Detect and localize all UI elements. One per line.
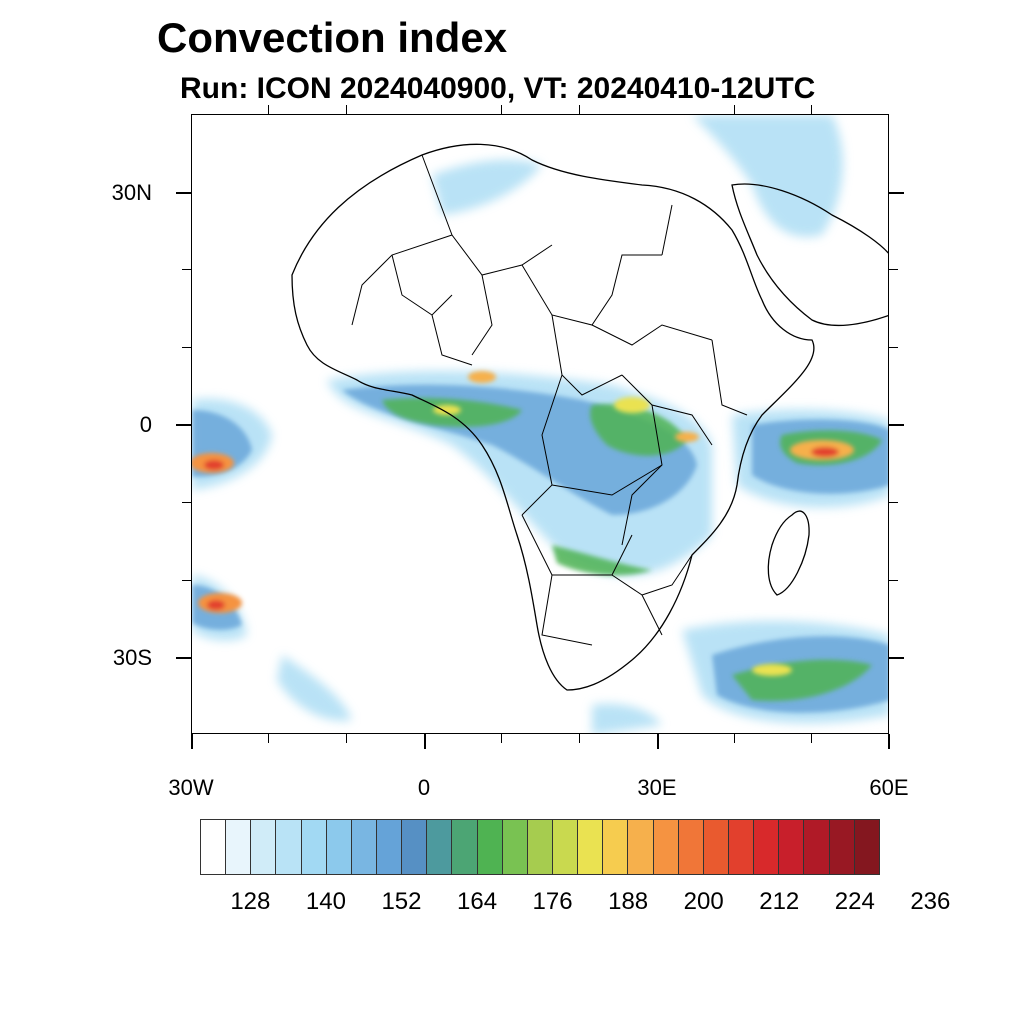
tick-minor	[579, 734, 580, 743]
convection-map	[192, 115, 888, 733]
colorbar-tick-label: 224	[834, 888, 875, 915]
tick-minor	[501, 734, 502, 743]
coastlines	[291, 143, 888, 691]
tick-minor	[734, 734, 735, 743]
colorbar-tick-label: 200	[683, 888, 724, 915]
lon-label-30e: 30E	[637, 775, 677, 800]
tick-minor	[182, 580, 191, 581]
tick-minor	[268, 105, 269, 114]
africa-coastline	[291, 143, 815, 691]
tick-minor	[811, 734, 812, 743]
lon-label-30w: 30W	[168, 775, 214, 800]
colorbar-tick-label: 188	[608, 888, 649, 915]
colorbar-swatch	[201, 820, 227, 874]
colorbar-swatch	[351, 820, 377, 874]
lat-label-0: 0	[139, 412, 152, 437]
tick-minor	[889, 502, 898, 503]
colorbar-tick-label: 176	[532, 888, 573, 915]
colorbar-tick-label: 212	[759, 888, 800, 915]
lon-label-60e: 60E	[869, 775, 909, 800]
map-panel	[191, 114, 889, 734]
colorbar-swatch	[603, 820, 629, 874]
tick-major	[176, 192, 191, 194]
tick-major	[176, 424, 191, 426]
tick-minor	[811, 105, 812, 114]
tick-minor	[182, 502, 191, 503]
tick-major	[889, 424, 904, 426]
tick-minor	[889, 269, 898, 270]
tick-major	[657, 734, 659, 749]
tick-major	[176, 657, 191, 659]
colorbar-tick-label: 164	[457, 888, 498, 915]
colorbar	[200, 819, 880, 875]
colorbar-swatch	[653, 820, 679, 874]
tick-minor	[889, 347, 898, 348]
colorbar-swatch	[251, 820, 277, 874]
arabia-coastline	[731, 183, 888, 327]
colorbar-swatch	[854, 820, 879, 874]
tick-minor	[182, 269, 191, 270]
lon-label-0: 0	[417, 775, 431, 800]
tick-minor	[346, 734, 347, 743]
tick-minor	[501, 105, 502, 114]
chart-title: Convection index	[157, 14, 508, 61]
colorbar-tick-label: 128	[230, 888, 271, 915]
lat-label-30s: 30S	[112, 645, 152, 670]
tick-minor	[579, 105, 580, 114]
colorbar-swatch	[829, 820, 855, 874]
colorbar-swatch	[754, 820, 780, 874]
colorbar-swatch	[804, 820, 830, 874]
colorbar-swatch	[376, 820, 403, 874]
colorbar-swatch	[402, 820, 428, 874]
colorbar-swatch	[477, 820, 503, 874]
tick-major	[191, 734, 193, 749]
colorbar-swatch	[301, 820, 327, 874]
chart-subtitle: Run: ICON 2024040900, VT: 20240410-12UTC	[180, 72, 816, 105]
colorbar-tick-label: 140	[305, 888, 346, 915]
madagascar-coastline	[767, 510, 810, 596]
tick-minor	[734, 105, 735, 114]
colorbar-swatch	[326, 820, 352, 874]
convection-field	[192, 115, 888, 733]
colorbar-swatch	[728, 820, 755, 874]
colorbar-tick-label: 152	[381, 888, 422, 915]
tick-minor	[182, 347, 191, 348]
colorbar-swatch	[703, 820, 729, 874]
shading-peak	[192, 371, 854, 676]
country-borders	[351, 154, 748, 646]
tick-minor	[268, 734, 269, 743]
colorbar-tick-label: 236	[910, 888, 951, 915]
colorbar-swatch	[552, 820, 579, 874]
tick-minor	[889, 580, 898, 581]
colorbar-swatch	[628, 820, 654, 874]
tick-major	[889, 192, 904, 194]
tick-major	[889, 657, 904, 659]
colorbar-swatch	[427, 820, 453, 874]
colorbar-swatch	[779, 820, 805, 874]
colorbar-swatch	[226, 820, 252, 874]
colorbar-swatch	[527, 820, 553, 874]
tick-major	[424, 734, 426, 749]
colorbar-swatch	[276, 820, 302, 874]
tick-major	[888, 734, 890, 749]
colorbar-swatch	[678, 820, 704, 874]
colorbar-swatch	[502, 820, 528, 874]
colorbar-swatch	[452, 820, 478, 874]
colorbar-swatch	[578, 820, 604, 874]
tick-minor	[346, 105, 347, 114]
lat-label-30n: 30N	[111, 180, 152, 205]
